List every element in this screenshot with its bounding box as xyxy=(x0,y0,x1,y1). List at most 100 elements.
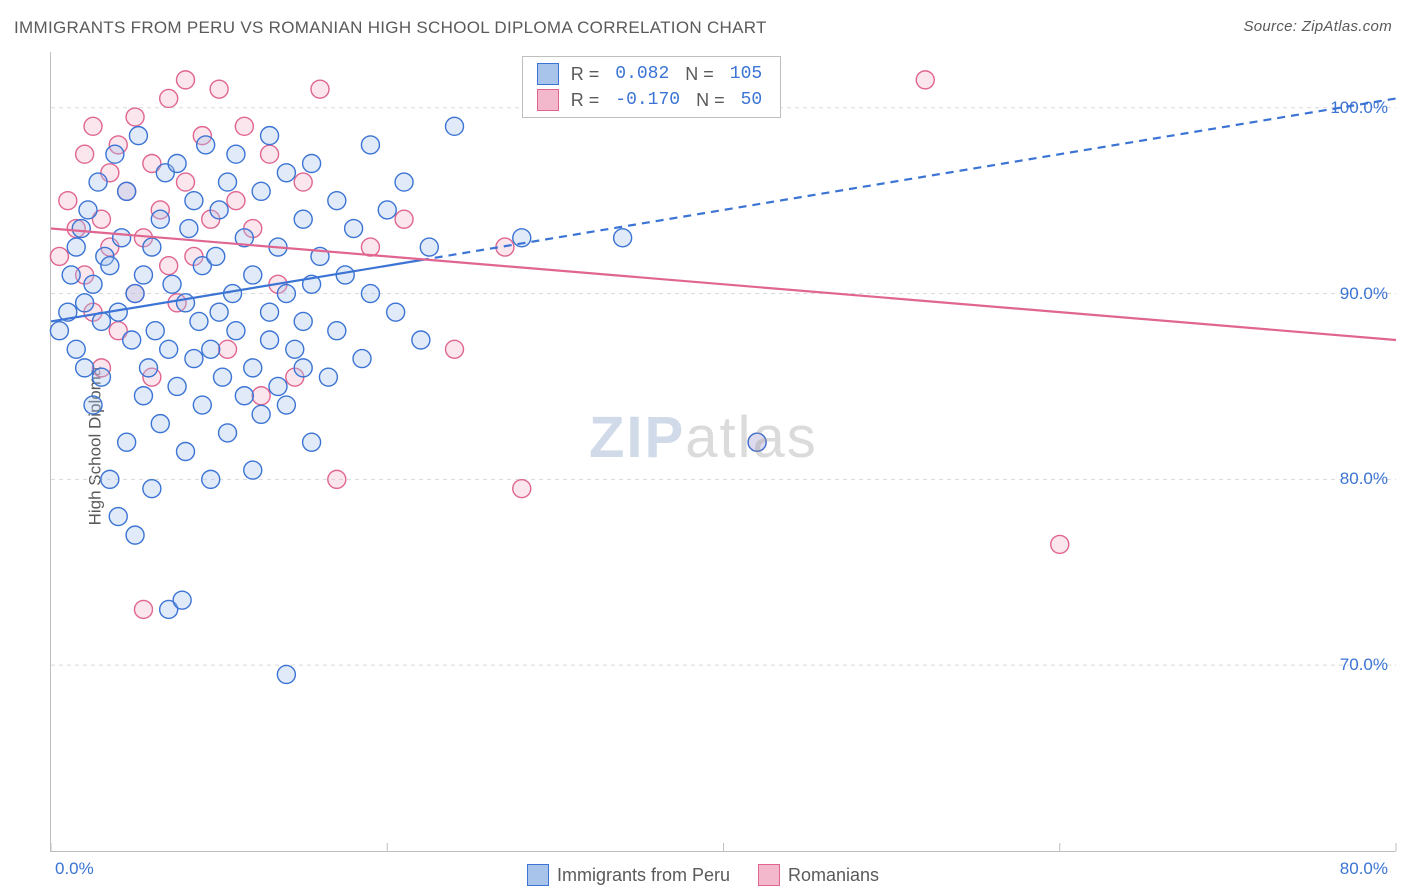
data-point xyxy=(210,303,228,321)
data-point xyxy=(146,322,164,340)
legend-swatch xyxy=(537,63,559,85)
data-point xyxy=(84,396,102,414)
stats-legend-row: R =-0.170N =50 xyxy=(537,89,766,111)
legend-swatch xyxy=(537,89,559,111)
data-point xyxy=(163,275,181,293)
data-point xyxy=(177,443,195,461)
data-point xyxy=(185,350,203,368)
data-point xyxy=(193,396,211,414)
data-point xyxy=(123,331,141,349)
data-point xyxy=(235,387,253,405)
data-point xyxy=(113,229,131,247)
y-tick-label: 80.0% xyxy=(1340,469,1388,489)
data-point xyxy=(328,322,346,340)
data-point xyxy=(353,350,371,368)
data-point xyxy=(303,433,321,451)
data-point xyxy=(252,182,270,200)
trend-line-extrapolated xyxy=(421,98,1396,260)
data-point xyxy=(361,285,379,303)
data-point xyxy=(244,359,262,377)
stat-r-value: -0.170 xyxy=(611,90,684,110)
data-point xyxy=(129,127,147,145)
data-point xyxy=(227,322,245,340)
data-point xyxy=(277,164,295,182)
data-point xyxy=(210,201,228,219)
data-point xyxy=(202,340,220,358)
data-point xyxy=(387,303,405,321)
data-point xyxy=(76,359,94,377)
data-point xyxy=(76,145,94,163)
data-point xyxy=(261,145,279,163)
data-point xyxy=(227,192,245,210)
data-point xyxy=(134,266,152,284)
data-point xyxy=(180,220,198,238)
data-point xyxy=(202,470,220,488)
data-point xyxy=(210,80,228,98)
data-point xyxy=(395,173,413,191)
data-point xyxy=(244,461,262,479)
watermark: ZIPatlas xyxy=(589,404,818,471)
data-point xyxy=(219,424,237,442)
data-point xyxy=(1051,535,1069,553)
stats-legend-row: R = 0.082 N = 105 xyxy=(537,63,766,85)
data-point xyxy=(190,312,208,330)
data-point xyxy=(294,312,312,330)
data-point xyxy=(252,387,270,405)
legend-swatch xyxy=(758,864,780,886)
data-point xyxy=(336,266,354,284)
data-point xyxy=(140,359,158,377)
data-point xyxy=(143,238,161,256)
stat-r-label: R = xyxy=(571,64,600,85)
data-point xyxy=(72,220,90,238)
chart-title: IMMIGRANTS FROM PERU VS ROMANIAN HIGH SC… xyxy=(14,18,767,38)
data-point xyxy=(277,396,295,414)
data-point xyxy=(118,182,136,200)
data-point xyxy=(446,340,464,358)
data-point xyxy=(235,117,253,135)
legend-item: Romanians xyxy=(758,864,879,886)
source-attribution: Source: ZipAtlas.com xyxy=(1243,18,1392,38)
data-point xyxy=(224,285,242,303)
data-point xyxy=(168,377,186,395)
data-point xyxy=(50,322,68,340)
data-point xyxy=(420,238,438,256)
data-point xyxy=(185,192,203,210)
data-point xyxy=(244,266,262,284)
data-point xyxy=(177,294,195,312)
data-point xyxy=(101,257,119,275)
data-point xyxy=(412,331,430,349)
legend-label: Immigrants from Peru xyxy=(557,865,730,886)
data-point xyxy=(126,285,144,303)
data-point xyxy=(76,294,94,312)
data-point xyxy=(378,201,396,219)
data-point xyxy=(79,201,97,219)
data-point xyxy=(101,470,119,488)
data-point xyxy=(614,229,632,247)
data-point xyxy=(207,247,225,265)
data-point xyxy=(160,89,178,107)
stat-n-label: N = xyxy=(685,64,714,85)
y-tick-label: 100.0% xyxy=(1330,98,1388,118)
data-point xyxy=(294,210,312,228)
data-point xyxy=(59,192,77,210)
data-point xyxy=(319,368,337,386)
data-point xyxy=(294,359,312,377)
legend-label: Romanians xyxy=(788,865,879,886)
data-point xyxy=(261,331,279,349)
data-point xyxy=(118,433,136,451)
data-point xyxy=(277,285,295,303)
stat-r-value: 0.082 xyxy=(611,64,673,84)
data-point xyxy=(160,257,178,275)
data-point xyxy=(126,108,144,126)
stat-n-value: 105 xyxy=(726,64,766,84)
data-point xyxy=(328,192,346,210)
data-point xyxy=(151,415,169,433)
data-point xyxy=(92,368,110,386)
data-point xyxy=(177,173,195,191)
data-point xyxy=(126,526,144,544)
data-point xyxy=(219,340,237,358)
stats-legend: R = 0.082 N = 105 R =-0.170N =50 xyxy=(522,56,781,118)
data-point xyxy=(261,303,279,321)
data-point xyxy=(143,480,161,498)
data-point xyxy=(134,600,152,618)
